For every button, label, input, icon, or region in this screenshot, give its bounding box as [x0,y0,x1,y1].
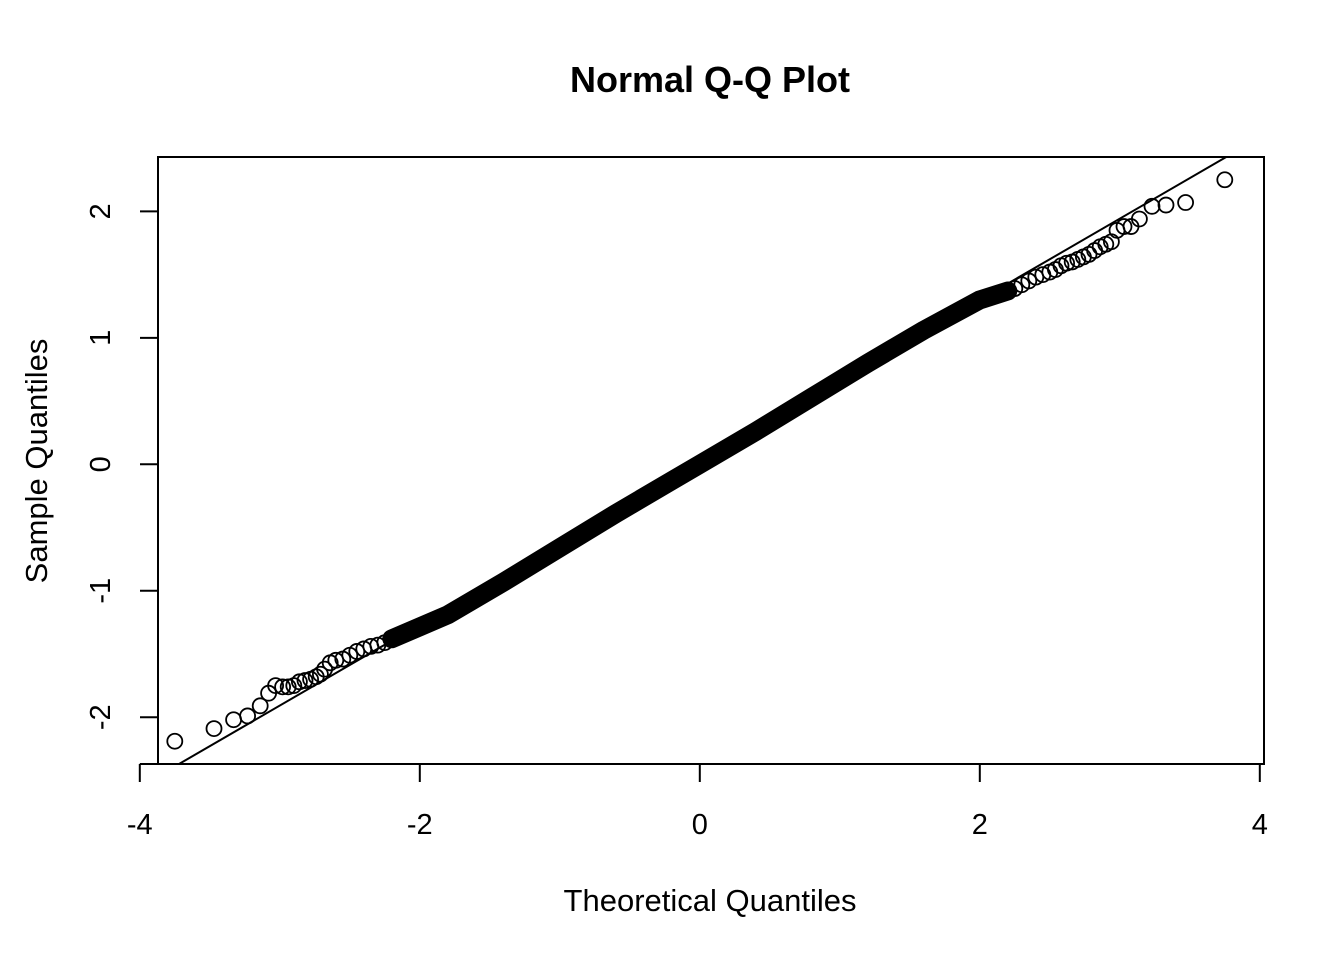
data-point [1143,197,1161,215]
data-point [1157,196,1175,214]
y-tick-label: 2 [85,203,117,219]
y-axis: -2 -1 0 1 2 [85,203,159,730]
data-point [1216,171,1234,189]
y-tick-label: -2 [85,704,117,730]
x-tick-label: -2 [407,809,433,841]
x-tick-label: -4 [127,809,153,841]
y-tick-label: 0 [85,456,117,472]
data-point [225,711,243,729]
data-point [311,665,329,683]
data-point [251,697,269,715]
data-point [1034,266,1052,284]
data-points [166,171,1234,750]
x-tick-label: 4 [1252,809,1268,841]
dense-points-band [382,281,1018,649]
data-point [205,720,223,737]
data-point [166,732,184,750]
data-point [1177,194,1194,211]
data-point [267,677,285,694]
data-point [369,636,387,654]
data-point [1006,280,1024,297]
x-tick-label: 2 [972,809,988,841]
x-tick-label: 0 [692,809,708,841]
x-axis: -4 -2 0 2 4 [127,763,1268,841]
x-axis-label: Theoretical Quantiles [564,883,857,918]
y-tick-label: 1 [85,330,117,346]
data-point [239,707,257,725]
data-point [316,660,334,678]
data-point [274,678,292,696]
y-tick-label: -1 [85,578,117,604]
data-point [999,282,1017,300]
data-point [390,626,408,644]
y-axis-label: Sample Quantiles [19,339,54,584]
chart-title: Normal Q-Q Plot [570,59,850,100]
